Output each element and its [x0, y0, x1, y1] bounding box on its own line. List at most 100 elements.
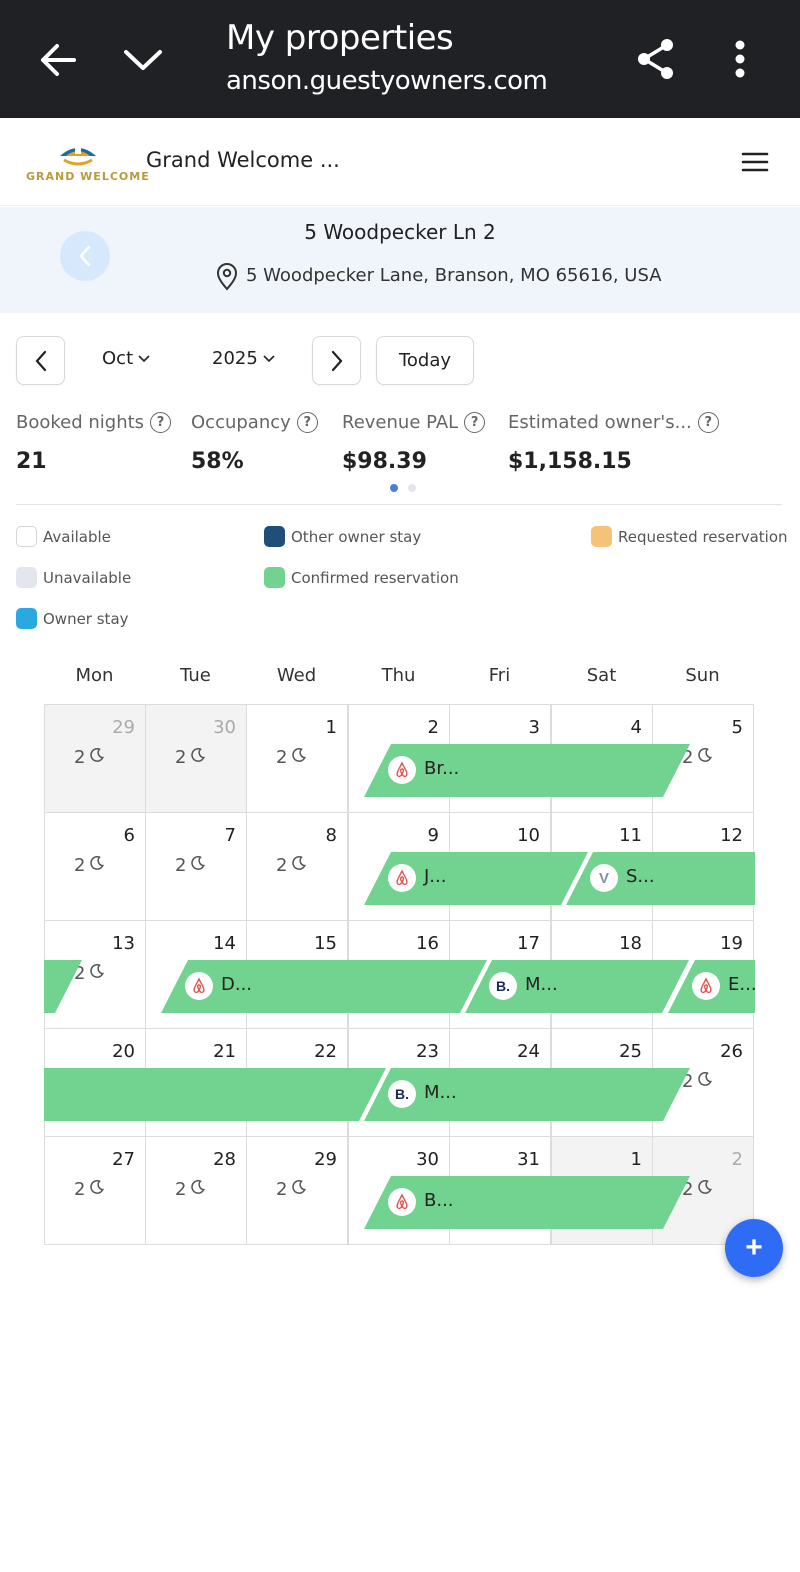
min-nights: 2	[276, 1179, 307, 1200]
min-nights: 2	[175, 747, 206, 768]
reservation-bar[interactable]: V S...	[566, 852, 755, 905]
reservation-bar[interactable]: B. M...	[465, 960, 689, 1013]
chevron-right-icon	[331, 350, 342, 371]
stat-label-text: Revenue PAL	[342, 412, 459, 433]
help-icon[interactable]: ?	[150, 412, 172, 433]
year-value: 2025	[212, 348, 258, 369]
logo-text: GRAND WELCOME	[26, 170, 150, 183]
guest-name: B...	[424, 1190, 454, 1211]
calendar-day-cell[interactable]: 30 2	[145, 704, 247, 813]
stat-booked-nights-label: Booked nights?	[16, 412, 172, 433]
day-number: 2	[731, 1149, 743, 1170]
moon-icon	[291, 855, 307, 876]
stat-revenue-label: Revenue PAL?	[342, 412, 486, 433]
brand-name: Grand Welcome ...	[146, 148, 340, 172]
today-button[interactable]: Today	[376, 336, 474, 385]
weekday-mon: Mon	[75, 665, 114, 686]
day-number: 27	[112, 1149, 135, 1170]
day-number: 9	[427, 825, 439, 846]
day-number: 24	[517, 1041, 540, 1062]
day-number: 10	[517, 825, 540, 846]
min-nights: 2	[74, 747, 105, 768]
legend-available: Available	[16, 526, 111, 547]
brand-logo[interactable]: GRAND WELCOME	[24, 138, 149, 188]
pager-dot-active[interactable]	[390, 484, 398, 492]
moon-icon	[89, 855, 105, 876]
calendar-day-cell[interactable]: 27 2	[44, 1136, 146, 1245]
stat-revenue-value: $98.39	[342, 449, 427, 474]
weekday-wed: Wed	[276, 665, 317, 686]
reservation-bar[interactable]: J...	[364, 852, 588, 905]
reservation-bar[interactable]: B. M...	[364, 1068, 690, 1121]
calendar-day-cell[interactable]: 29 2	[44, 704, 146, 813]
weekday-thu: Thu	[381, 665, 416, 686]
month-select[interactable]: Oct	[102, 348, 151, 369]
min-nights-value: 2	[276, 1179, 288, 1200]
reservation-bar-continued[interactable]	[44, 1068, 386, 1121]
guest-name: J...	[424, 866, 447, 887]
url-text[interactable]: anson.guestyowners.com	[226, 66, 548, 96]
min-nights: 2	[682, 1071, 713, 1092]
airbnb-icon	[692, 972, 720, 1000]
day-number: 26	[720, 1041, 743, 1062]
moon-icon	[89, 963, 105, 984]
help-icon[interactable]: ?	[697, 412, 719, 433]
min-nights: 2	[74, 855, 105, 876]
moon-icon	[291, 747, 307, 768]
min-nights-value: 2	[682, 1071, 694, 1092]
min-nights-value: 2	[74, 1179, 86, 1200]
share-icon[interactable]	[634, 36, 678, 82]
back-arrow-icon[interactable]	[36, 38, 80, 82]
stat-label-text: Booked nights	[16, 412, 145, 433]
reservation-bar[interactable]: Br...	[364, 744, 690, 797]
help-icon[interactable]: ?	[464, 412, 486, 433]
calendar-day-cell[interactable]: 29 2	[246, 1136, 348, 1245]
chevron-down-icon[interactable]	[120, 40, 166, 80]
legend-other-owner-stay: Other owner stay	[264, 526, 421, 547]
pager-dot[interactable]	[408, 484, 416, 492]
weekday-tue: Tue	[180, 665, 211, 686]
moon-icon	[89, 747, 105, 768]
min-nights-value: 2	[175, 855, 187, 876]
hamburger-menu-icon[interactable]	[738, 148, 772, 176]
reservation-bar[interactable]: B...	[364, 1176, 690, 1229]
day-number: 17	[517, 933, 540, 954]
more-options-icon[interactable]	[726, 38, 754, 80]
min-nights-value: 2	[276, 747, 288, 768]
day-number: 7	[224, 825, 236, 846]
min-nights: 2	[276, 747, 307, 768]
next-month-button[interactable]	[312, 336, 361, 385]
add-fab-button[interactable]: +	[725, 1219, 783, 1277]
moon-icon	[190, 855, 206, 876]
weekday-sat: Sat	[586, 665, 617, 686]
day-number: 15	[314, 933, 337, 954]
moon-icon	[697, 1179, 713, 1200]
year-select[interactable]: 2025	[212, 348, 276, 369]
legend-label: Unavailable	[43, 568, 132, 587]
day-number: 3	[528, 717, 540, 738]
legend-label: Available	[43, 527, 111, 546]
min-nights-value: 2	[74, 747, 86, 768]
back-button[interactable]	[60, 231, 110, 281]
legend-requested-reservation: Requested reservation	[591, 526, 788, 547]
stat-occupancy-label: Occupancy?	[191, 412, 318, 433]
prev-month-button[interactable]	[16, 336, 65, 385]
reservation-bar[interactable]: D...	[161, 960, 487, 1013]
day-number: 12	[720, 825, 743, 846]
day-number: 20	[112, 1041, 135, 1062]
property-banner: 5 Woodpecker Ln 2 5 Woodpecker Lane, Bra…	[0, 207, 800, 313]
help-icon[interactable]: ?	[296, 412, 318, 433]
day-number: 1	[325, 717, 337, 738]
stat-label-text: Occupancy	[191, 412, 291, 433]
day-number: 22	[314, 1041, 337, 1062]
guest-name: M...	[424, 1082, 457, 1103]
day-number: 6	[123, 825, 135, 846]
calendar-day-cell[interactable]: 28 2	[145, 1136, 247, 1245]
booking-icon: B.	[388, 1080, 416, 1108]
min-nights: 2	[175, 1179, 206, 1200]
